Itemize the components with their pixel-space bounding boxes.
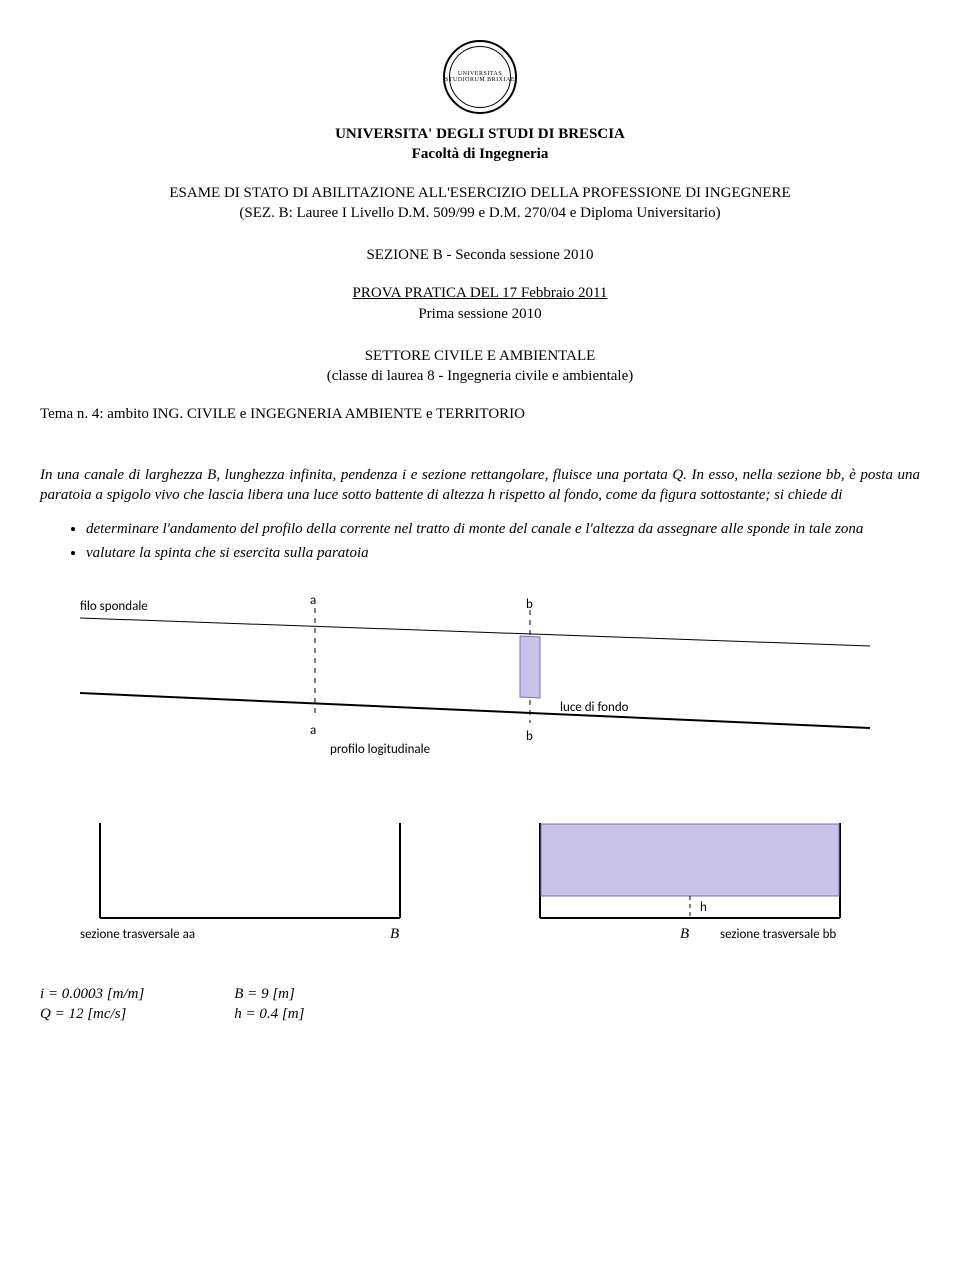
seal-icon: UNIVERSITAS STUDIORUM BRIXIAE xyxy=(443,40,517,114)
params-col1: i = 0.0003 [m/m] Q = 12 [mc/s] xyxy=(40,984,144,1025)
problem-statement: In una canale di larghezza B, lunghezza … xyxy=(40,465,920,506)
label-profilo: profilo logitudinale xyxy=(330,742,430,757)
figure: filo spondale a b luce di fondo a b prof… xyxy=(40,588,920,964)
label-B-right: B xyxy=(680,926,689,942)
label-sezione-bb: sezione trasversale bb xyxy=(720,927,836,942)
label-b-top: b xyxy=(526,597,533,612)
university-header: UNIVERSITA' DEGLI STUDI DI BRESCIA Facol… xyxy=(40,124,920,165)
prova-block: PROVA PRATICA DEL 17 Febbraio 2011 Prima… xyxy=(40,283,920,324)
exam-line1: ESAME DI STATO DI ABILITAZIONE ALL'ESERC… xyxy=(40,183,920,203)
seal-text: UNIVERSITAS STUDIORUM BRIXIAE xyxy=(445,71,515,83)
params-col2: B = 9 [m] h = 0.4 [m] xyxy=(234,984,304,1025)
settore-line1: SETTORE CIVILE E AMBIENTALE xyxy=(40,346,920,366)
label-luce-di-fondo: luce di fondo xyxy=(560,700,629,715)
prova-sub: Prima sessione 2010 xyxy=(40,304,920,324)
university-seal: UNIVERSITAS STUDIORUM BRIXIAE xyxy=(40,40,920,114)
label-sezione-aa: sezione trasversale aa xyxy=(80,927,195,942)
settore-block: SETTORE CIVILE E AMBIENTALE (classe di l… xyxy=(40,346,920,387)
parameters: i = 0.0003 [m/m] Q = 12 [mc/s] B = 9 [m]… xyxy=(40,984,920,1025)
label-a-top: a xyxy=(310,593,316,608)
label-B-left: B xyxy=(390,926,399,942)
section-line: SEZIONE B - Seconda sessione 2010 xyxy=(40,245,920,265)
task-item: valutare la spinta che si esercita sulla… xyxy=(86,543,920,563)
label-b-bottom: b xyxy=(526,729,533,744)
prova-title: PROVA PRATICA DEL 17 Febbraio 2011 xyxy=(40,283,920,303)
label-a-bottom: a xyxy=(310,723,316,738)
exam-line2: (SEZ. B: Lauree I Livello D.M. 509/99 e … xyxy=(40,203,920,223)
task-list: determinare l'andamento del profilo dell… xyxy=(40,519,920,564)
settore-line2: (classe di laurea 8 - Ingegneria civile … xyxy=(40,366,920,386)
faculty-name: Facoltà di Ingegneria xyxy=(40,144,920,164)
tema-line: Tema n. 4: ambito ING. CIVILE e INGEGNER… xyxy=(40,404,920,424)
label-filo-spondale: filo spondale xyxy=(80,599,148,614)
university-name: UNIVERSITA' DEGLI STUDI DI BRESCIA xyxy=(40,124,920,144)
exam-title: ESAME DI STATO DI ABILITAZIONE ALL'ESERC… xyxy=(40,183,920,224)
task-item: determinare l'andamento del profilo dell… xyxy=(86,519,920,539)
label-h: h xyxy=(700,900,707,915)
